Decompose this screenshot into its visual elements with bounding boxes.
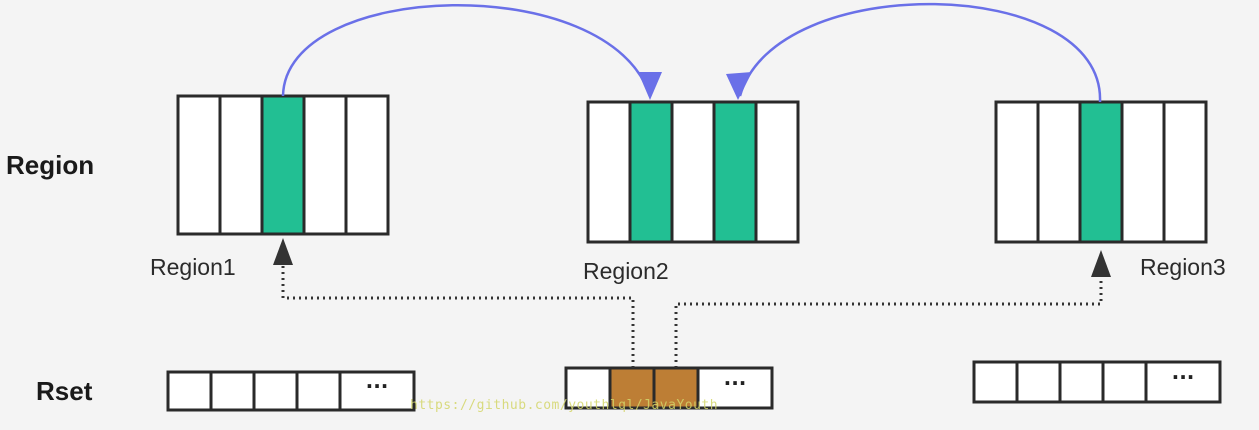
rset-ellipsis-cell — [1144, 360, 1222, 404]
rset-entry — [564, 366, 612, 410]
rset-box-1: ··· — [166, 370, 416, 412]
region-card — [302, 94, 348, 236]
region-card — [586, 100, 632, 244]
pointer-arrow-to-region1 — [281, 262, 635, 368]
rset-row-label: Rset — [36, 376, 93, 406]
reference-arrow-region3-to-region2 — [738, 2, 1102, 103]
region3-label: Region3 — [1140, 254, 1226, 280]
rset-entry — [1058, 360, 1105, 404]
region1-label: Region1 — [150, 254, 236, 280]
region-card — [1036, 100, 1082, 244]
regions-layer — [176, 94, 1208, 244]
rset-ellipsis-text: ··· — [724, 371, 747, 395]
region-card — [754, 100, 800, 244]
region-card-referenced — [712, 100, 758, 244]
rset-entry — [252, 370, 299, 412]
region-card — [1162, 100, 1208, 244]
rset-entry — [1015, 360, 1062, 404]
region-card — [670, 100, 716, 244]
region-card — [994, 100, 1040, 244]
region-card-referenced — [1078, 100, 1124, 244]
reference-arrow-region1-to-region2-head — [638, 72, 662, 100]
rset-entry — [1101, 360, 1148, 404]
region2-label: Region2 — [583, 258, 669, 284]
rset-entry — [972, 360, 1019, 404]
region-box-3 — [994, 100, 1208, 244]
region-card — [218, 94, 264, 236]
rsets-layer: ··· ··· ··· — [166, 360, 1222, 412]
watermark-text: https://github.com/youthlql/JavaYouth — [410, 398, 719, 413]
rset-entry-filled — [608, 366, 656, 410]
reference-arrow-region1-to-region2 — [281, 4, 652, 97]
rset-ellipsis-cell — [696, 366, 774, 410]
rset-ellipsis-text: ··· — [366, 374, 389, 398]
pointer-arrow-to-region3-head — [1091, 250, 1111, 277]
rset-box-2: ··· — [564, 366, 774, 410]
pointer-arrow-to-region3 — [674, 276, 1103, 368]
region-card-referenced — [628, 100, 674, 244]
rset-ellipsis-cell — [338, 370, 416, 412]
pointer-arrow-to-region1-head — [273, 238, 293, 265]
rset-entry — [295, 370, 342, 412]
region-card — [176, 94, 222, 236]
rset-entry — [209, 370, 256, 412]
rset-entry — [166, 370, 213, 412]
region-card-referenced — [260, 94, 306, 236]
region-row-label: Region — [6, 150, 95, 180]
region-box-2 — [586, 100, 800, 244]
region-card — [1120, 100, 1166, 244]
region-box-1 — [176, 94, 390, 236]
rset-ellipsis-text: ··· — [1172, 365, 1195, 389]
rset-box-3: ··· — [972, 360, 1222, 404]
region-card — [344, 94, 390, 236]
reference-arrow-region3-to-region2-head — [726, 72, 752, 100]
